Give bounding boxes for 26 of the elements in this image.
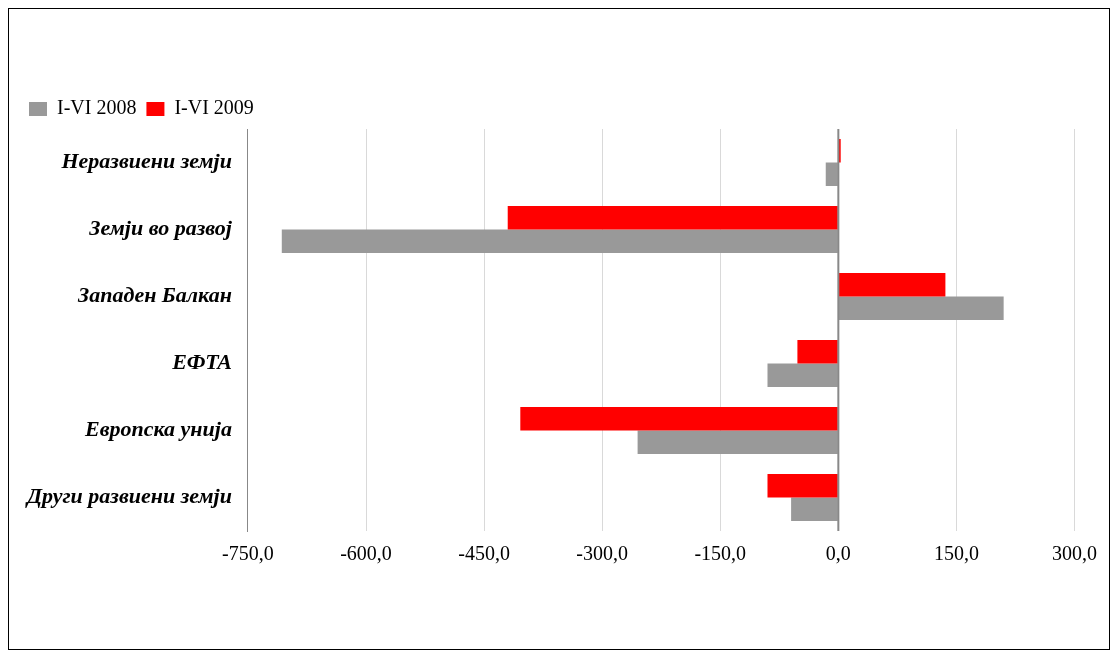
x-tick-label: -600,0 bbox=[340, 542, 392, 565]
x-tick-label: -450,0 bbox=[458, 542, 510, 565]
y-tick-label: ЕФТА bbox=[171, 349, 232, 375]
legend-label: I-VI 2008 bbox=[57, 96, 137, 119]
y-tick-label: Западен Балкан bbox=[77, 282, 232, 308]
y-tick-label: Европска унија bbox=[84, 416, 232, 442]
x-tick-label: -150,0 bbox=[694, 542, 747, 565]
x-tick-label: 150,0 bbox=[933, 542, 979, 565]
y-tick-label: Земји во развој bbox=[88, 215, 233, 241]
bar bbox=[520, 407, 838, 431]
x-tick-label: 0,0 bbox=[825, 542, 851, 565]
bar bbox=[507, 206, 838, 230]
bar bbox=[637, 430, 838, 454]
bar bbox=[797, 340, 838, 364]
bar bbox=[767, 363, 838, 387]
bar bbox=[838, 273, 946, 297]
x-tick-label: 300,0 bbox=[1052, 542, 1097, 565]
bar bbox=[791, 497, 838, 521]
x-tick-label: -750,0 bbox=[222, 542, 274, 565]
x-tick-label: -300,0 bbox=[576, 542, 629, 565]
bar bbox=[838, 296, 1004, 320]
bar bbox=[767, 474, 838, 498]
legend-label: I-VI 2009 bbox=[174, 96, 254, 119]
y-tick-label: Неразвиени земји bbox=[60, 148, 232, 174]
y-tick-label: Други развиени земји bbox=[24, 483, 232, 509]
bar bbox=[281, 229, 838, 253]
